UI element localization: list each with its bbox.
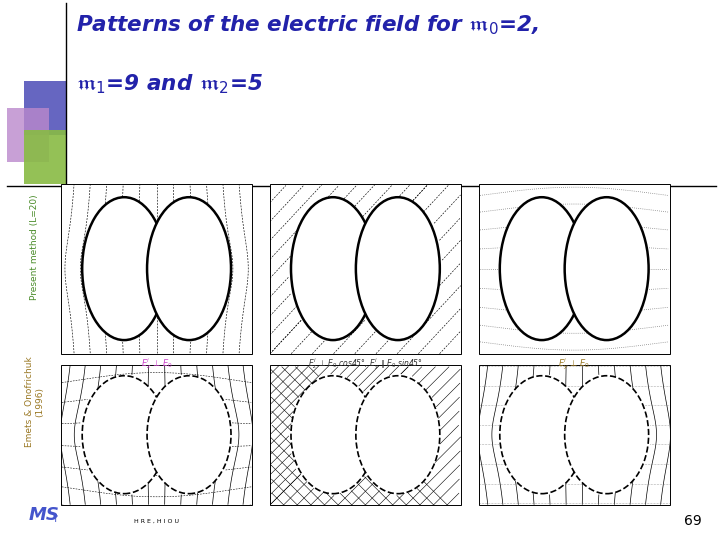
Ellipse shape <box>147 376 231 494</box>
Ellipse shape <box>356 197 440 340</box>
Text: $E_y^i$ ⊥ $E_0$: $E_y^i$ ⊥ $E_0$ <box>558 356 590 372</box>
Bar <box>61 184 252 354</box>
Ellipse shape <box>82 197 166 340</box>
Ellipse shape <box>291 197 375 340</box>
Ellipse shape <box>564 197 649 340</box>
Text: $\mathfrak{m}_1$=9 and $\mathfrak{m}_2$=5: $\mathfrak{m}_1$=9 and $\mathfrak{m}_2$=… <box>76 73 263 97</box>
Ellipse shape <box>500 376 584 494</box>
Bar <box>479 364 670 505</box>
Text: Present method (L=20): Present method (L=20) <box>30 194 39 300</box>
Ellipse shape <box>356 376 440 494</box>
Bar <box>479 184 670 354</box>
Ellipse shape <box>82 376 166 494</box>
Text: ↑: ↑ <box>50 514 60 524</box>
Ellipse shape <box>147 197 231 340</box>
Text: Patterns of the electric field for $\mathfrak{m}_0$=2,: Patterns of the electric field for $\mat… <box>76 14 539 37</box>
Ellipse shape <box>500 197 584 340</box>
Text: MS: MS <box>29 506 60 524</box>
Text: Emets & Onofrichuk
(1996): Emets & Onofrichuk (1996) <box>25 356 44 447</box>
Text: $E_z^i$ ⊥ $E_0$ cos45°, $E_y^i$ ∥ $E_0$ sin45°: $E_z^i$ ⊥ $E_0$ cos45°, $E_y^i$ ∥ $E_0$ … <box>308 356 423 372</box>
Bar <box>7 108 49 162</box>
Ellipse shape <box>291 376 375 494</box>
Ellipse shape <box>564 376 649 494</box>
Text: 69: 69 <box>684 514 702 528</box>
Bar <box>24 81 66 135</box>
Text: $E_z^i$ ⊥ $E_0$: $E_z^i$ ⊥ $E_0$ <box>141 356 173 372</box>
Bar <box>270 184 461 354</box>
Bar <box>24 130 66 184</box>
Bar <box>61 364 252 505</box>
Bar <box>270 364 461 505</box>
Text: H R E , H I O U: H R E , H I O U <box>135 519 179 524</box>
